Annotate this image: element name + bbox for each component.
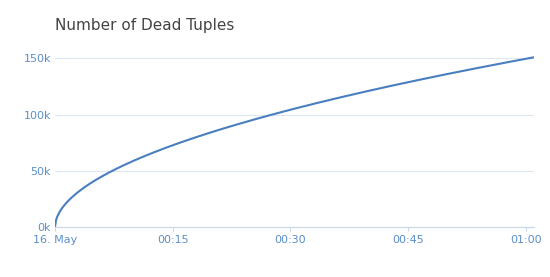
Text: Number of Dead Tuples: Number of Dead Tuples [55, 19, 234, 34]
